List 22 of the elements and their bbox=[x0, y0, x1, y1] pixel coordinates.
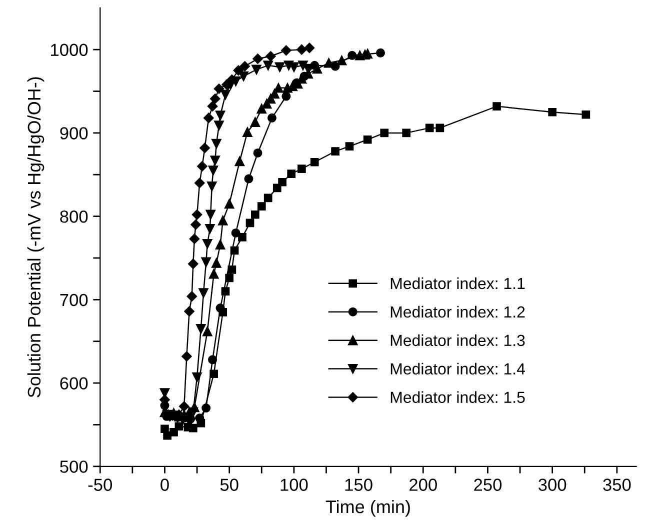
y-tick-label: 600 bbox=[60, 377, 88, 390]
x-tick-label: 150 bbox=[345, 478, 372, 491]
y-tick-label: 900 bbox=[60, 127, 88, 140]
x-tick-label: 200 bbox=[410, 478, 437, 491]
x-axis-title: Time (min) bbox=[326, 500, 410, 517]
y-axis-title: Solution Potential (-mV vs Hg/HgO/OH-) bbox=[27, 77, 44, 398]
x-tick-label: 350 bbox=[603, 478, 631, 491]
x-tick-label: 100 bbox=[280, 478, 308, 491]
y-tick-label: 1000 bbox=[51, 44, 88, 56]
x-tick-label: -50 bbox=[88, 478, 112, 491]
legend-label: Mediator index: 1.2 bbox=[390, 306, 525, 318]
legend-label: Mediator index: 1.1 bbox=[390, 277, 525, 290]
x-tick-label: 300 bbox=[538, 478, 566, 491]
legend-label: Mediator index: 1.3 bbox=[390, 334, 525, 346]
legend-label: Mediator index: 1.5 bbox=[390, 391, 525, 404]
y-tick-label: 500 bbox=[60, 460, 88, 473]
x-tick-label: 250 bbox=[474, 478, 502, 491]
y-tick-label: 800 bbox=[60, 210, 88, 223]
legend-label: Mediator index: 1.4 bbox=[390, 362, 525, 375]
y-tick-label: 700 bbox=[60, 294, 88, 306]
x-tick-label: 50 bbox=[220, 478, 238, 491]
x-tick-label: 0 bbox=[160, 478, 169, 491]
